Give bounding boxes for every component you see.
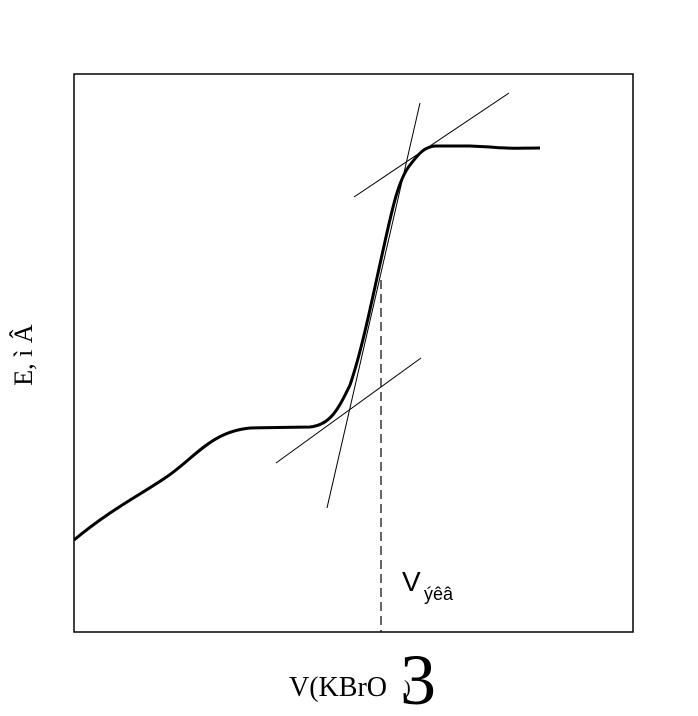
x-axis-label: V(KBrO	[289, 672, 387, 703]
tangent-line	[353, 92, 510, 198]
x-axis-label-subscript: 3	[400, 640, 436, 716]
tangent-line	[326, 102, 421, 509]
annotation-subscript: ýêâ	[424, 584, 454, 604]
tangent-line	[275, 357, 422, 464]
annotation: V	[402, 566, 421, 597]
y-axis-label: E, ì Â	[9, 324, 38, 386]
plot-frame	[73, 73, 634, 633]
x-axis-label-close: )	[404, 677, 411, 699]
titration-curve	[73, 144, 541, 542]
